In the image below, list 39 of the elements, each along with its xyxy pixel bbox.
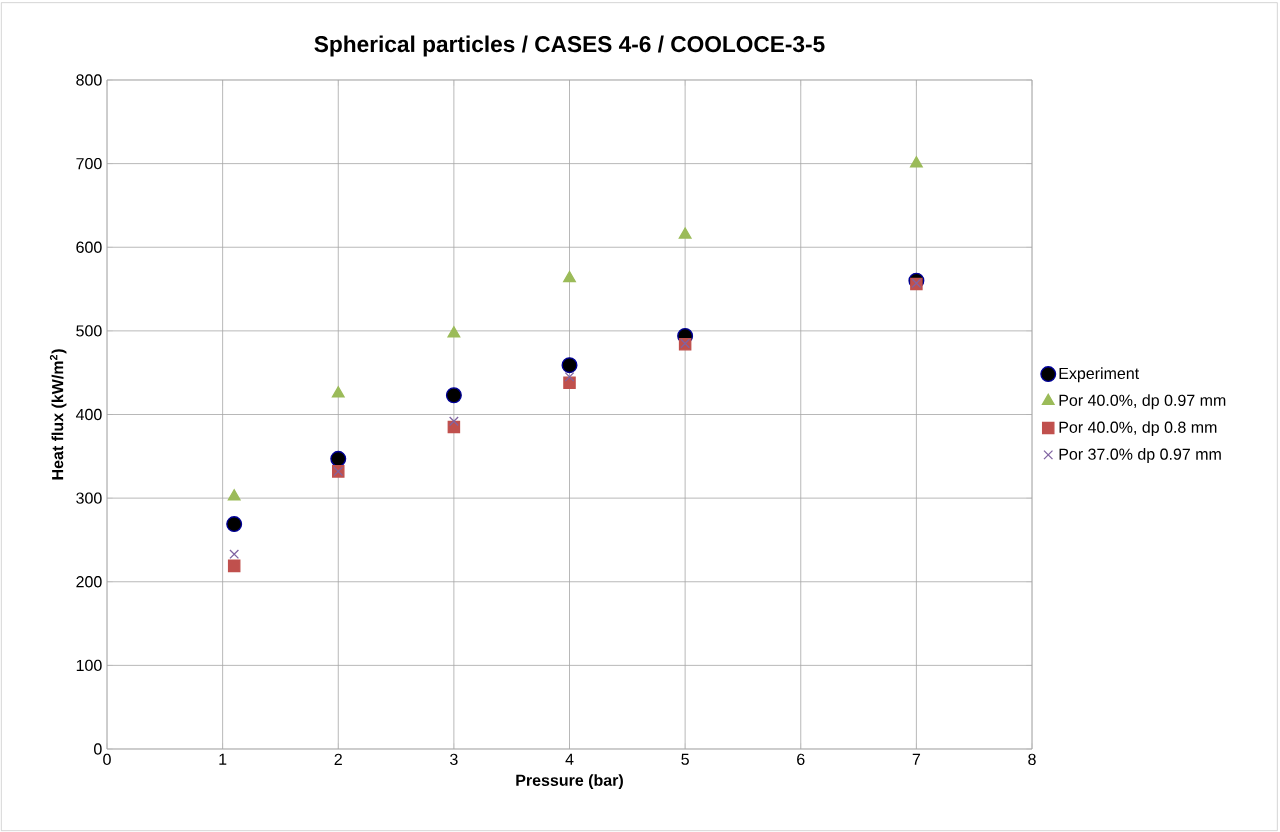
point	[227, 559, 241, 573]
x-tick-label: 4	[565, 753, 574, 765]
y-tick-label: 400	[75, 408, 102, 421]
x-tick-label: 2	[334, 753, 342, 765]
x-tick-label: 1	[219, 753, 227, 765]
y-tick-label: 300	[76, 492, 102, 504]
point	[330, 450, 347, 467]
chart-title: Spherical particles / CASES 4-6 / COOLOCE-3-5	[314, 35, 825, 57]
point	[563, 270, 576, 283]
x-tick-label: 6	[797, 753, 805, 766]
x-tick-label: 8	[1028, 753, 1036, 766]
point	[331, 386, 345, 398]
legend-label: Por 37.0% dp 0.97 mm	[1059, 448, 1221, 464]
point	[561, 357, 578, 374]
point	[445, 387, 462, 404]
y-tick-label: 0	[94, 743, 102, 755]
legend-label: Por 40.0%, dp 0.8 mm	[1059, 421, 1217, 437]
y-tick-label: 100	[76, 659, 102, 672]
x-tick-label: 7	[912, 753, 921, 765]
point	[678, 227, 692, 239]
legend-label: Experiment	[1059, 367, 1140, 383]
x-tick-label: 0	[103, 753, 111, 766]
point	[909, 156, 923, 168]
x-tick-label: 3	[450, 753, 458, 766]
y-tick-label: 200	[76, 576, 102, 588]
point	[448, 416, 459, 427]
y-tick-label: 800	[76, 74, 102, 86]
point	[447, 326, 461, 338]
point	[229, 549, 240, 560]
y-tick-label: 500	[76, 325, 102, 337]
point	[564, 371, 575, 382]
x-axis-title: Pressure (bar)	[516, 774, 623, 790]
x-tick-label: 5	[681, 753, 689, 765]
point	[227, 489, 241, 501]
y-tick-label: 700	[76, 157, 102, 170]
y-tick-label: 600	[76, 241, 102, 253]
point	[226, 516, 243, 533]
legend-label: Por 40.0%, dp 0.97 mm	[1059, 394, 1226, 410]
y-axis-title: Heat flux (kW/m$^{2}$)	[49, 349, 67, 480]
